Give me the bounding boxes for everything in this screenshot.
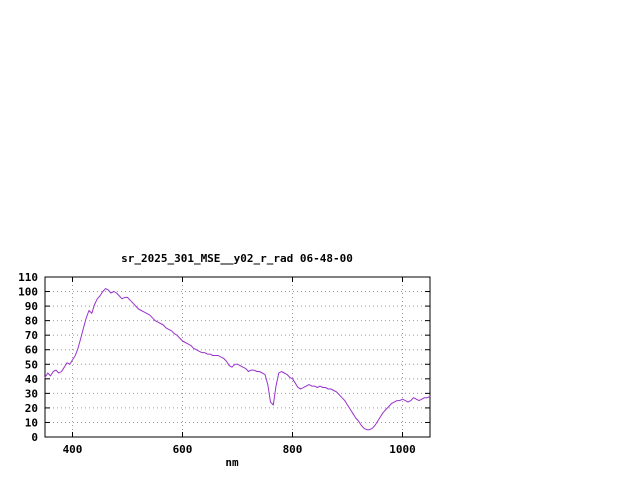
y-tick-label: 90 xyxy=(25,300,38,313)
y-tick-label: 100 xyxy=(18,286,38,299)
y-tick-label: 10 xyxy=(25,416,38,429)
y-tick-label: 0 xyxy=(31,431,38,444)
axis-layer xyxy=(44,276,431,438)
y-tick-label: 110 xyxy=(18,271,38,284)
y-tick-label: 80 xyxy=(25,315,38,328)
x-tick-label: 1000 xyxy=(389,443,416,456)
chart-title: sr_2025_301_MSE__y02_r_rad 06-48-00 xyxy=(121,252,353,265)
x-tick-label: 400 xyxy=(63,443,83,456)
grid-layer xyxy=(45,276,430,438)
y-tick-label: 50 xyxy=(25,358,38,371)
y-tick-label: 70 xyxy=(25,329,38,342)
data-line xyxy=(44,288,431,431)
x-tick-label: 600 xyxy=(173,443,193,456)
x-tick-label: 800 xyxy=(283,443,303,456)
y-tick-label: 60 xyxy=(25,344,38,357)
data-layer xyxy=(44,288,431,431)
x-axis-label: nm xyxy=(225,456,239,469)
y-tick-label: 20 xyxy=(25,402,38,415)
y-tick-label: 30 xyxy=(25,387,38,400)
y-tick-label: 40 xyxy=(25,373,38,386)
plot-border xyxy=(44,276,431,438)
